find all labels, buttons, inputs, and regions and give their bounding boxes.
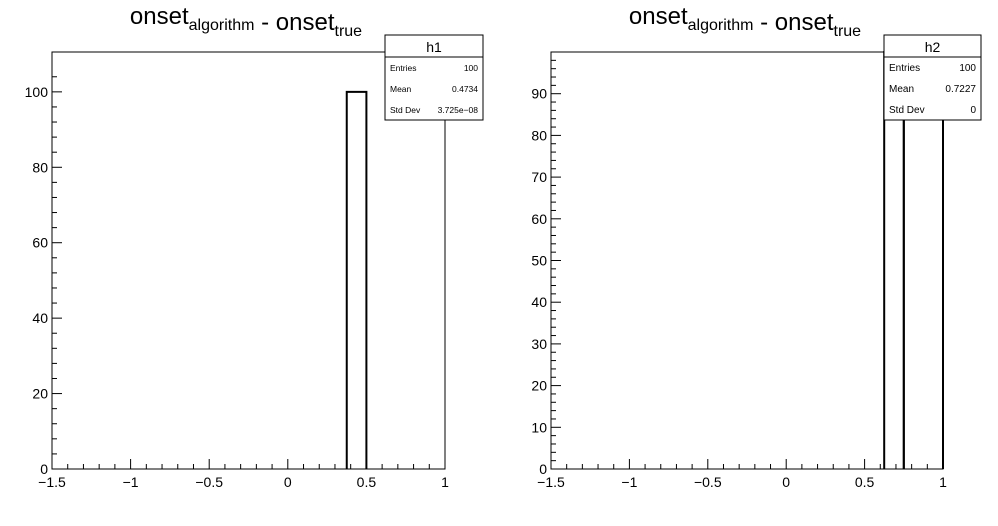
y-tick-label: 100: [25, 84, 49, 100]
stats-value: 0.7227: [945, 84, 976, 95]
stats-label: Entries: [390, 63, 416, 73]
stats-label: Std Dev: [889, 105, 925, 116]
y-tick-label: 0: [40, 461, 48, 477]
y-tick-label: 20: [531, 378, 547, 394]
x-tick-label: −1: [621, 474, 637, 490]
y-tick-label: 80: [32, 159, 48, 175]
x-tick-label: −0.5: [195, 474, 223, 490]
stats-value: 100: [959, 63, 976, 74]
stats-box: h2 Entries 100 Mean 0.7227 Std Dev 0: [883, 34, 982, 121]
plot-frame: [51, 51, 446, 470]
chart-title: onsetalgorithm - onsettrue: [629, 3, 861, 40]
stats-box: h1 Entries 100 Mean 0.4734 Std Dev 3.725e−08: [384, 34, 484, 121]
y-tick-label: 60: [531, 211, 547, 227]
x-tick-label: 0: [284, 474, 292, 490]
y-tick-label: 10: [531, 419, 547, 435]
stats-histogram-name: h2: [925, 39, 941, 55]
x-tick-label: 1: [441, 474, 449, 490]
stats-value: 0.4734: [452, 84, 478, 94]
x-tick-label: 0.5: [855, 474, 875, 490]
y-tick-label: 40: [531, 294, 547, 310]
histogram-panel-2: onsetalgorithm - onsettrue −1.5 −1 −0.5 0 0.5…: [531, 3, 982, 490]
stats-value: 3.725e−08: [438, 105, 479, 115]
stats-label: Mean: [889, 84, 914, 95]
stats-label: Std Dev: [390, 105, 421, 115]
histogram-bin: [345, 90, 368, 469]
stats-value: 0: [970, 105, 976, 116]
stats-value: 100: [464, 63, 478, 73]
y-tick-label: 70: [531, 169, 547, 185]
stats-label: Mean: [390, 84, 412, 94]
y-tick-label: 30: [531, 336, 547, 352]
x-tick-label: −1: [123, 474, 139, 490]
x-tick-label: 0: [782, 474, 790, 490]
y-tick-label: 0: [539, 461, 547, 477]
y-tick-label: 90: [531, 86, 547, 102]
stats-histogram-name: h1: [426, 39, 442, 55]
y-tick-label: 20: [32, 386, 48, 402]
y-tick-label: 40: [32, 310, 48, 326]
y-tick-label: 50: [531, 253, 547, 269]
x-tick-label: 1: [939, 474, 947, 490]
x-tick-label: −0.5: [694, 474, 722, 490]
y-tick-label: 80: [531, 127, 547, 143]
x-tick-label: 0.5: [357, 474, 377, 490]
chart-title: onsetalgorithm - onsettrue: [130, 3, 362, 40]
x-tick-label: −1.5: [38, 474, 66, 490]
stats-box-frame: [883, 34, 982, 121]
x-tick-label: −1.5: [537, 474, 565, 490]
y-tick-label: 60: [32, 235, 48, 251]
stats-label: Entries: [889, 63, 920, 74]
histogram-panel-1: onsetalgorithm - onsettrue −1.5 −1 −0.5 0 0.5…: [25, 3, 484, 490]
stats-box-frame: [384, 34, 484, 121]
